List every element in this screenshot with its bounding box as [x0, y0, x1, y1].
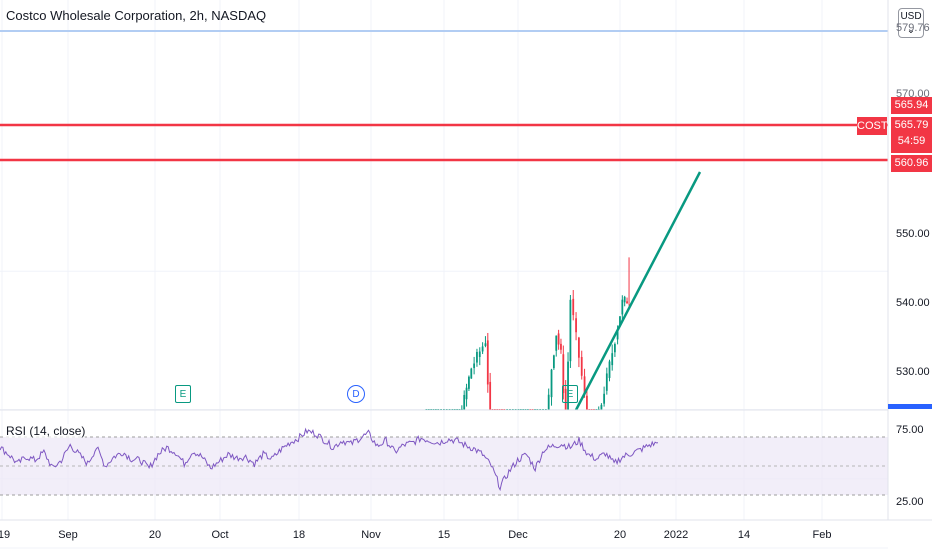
- time-tick: Sep: [58, 529, 78, 541]
- candle-body: [489, 381, 492, 410]
- candle-body: [562, 354, 565, 394]
- candle-body: [575, 318, 577, 333]
- candle-body: [572, 298, 575, 316]
- candle-body: [468, 376, 470, 389]
- candle-body: [560, 343, 562, 350]
- rsi-tick-75: 75.00: [896, 424, 924, 436]
- time-tick: 2022: [663, 529, 689, 541]
- candle-body: [484, 343, 487, 346]
- candle-body: [557, 333, 560, 345]
- candle-body: [555, 335, 558, 351]
- chevron-down-icon: ⌄: [906, 25, 916, 36]
- price-tick-530: 530.00: [896, 366, 930, 378]
- price-tick-top: 579.76: [896, 22, 930, 34]
- time-tick: 19: [0, 529, 11, 541]
- time-tick: Dec: [508, 529, 528, 541]
- candle-body: [473, 363, 476, 369]
- candle-body: [614, 344, 616, 353]
- candle-body: [626, 301, 628, 304]
- candle-body: [605, 373, 608, 391]
- time-tick: 20: [613, 529, 627, 541]
- candle-body: [623, 296, 626, 303]
- time-tick: 14: [737, 529, 751, 541]
- candle-body: [616, 329, 619, 340]
- trend-line: [574, 171, 702, 411]
- dividend-event-icon[interactable]: D: [347, 385, 365, 403]
- time-tick: 18: [292, 529, 306, 541]
- candle-body: [465, 387, 468, 400]
- time-tick: 20: [148, 529, 162, 541]
- time-tick: Nov: [361, 529, 381, 541]
- earnings-event-icon-2[interactable]: E: [562, 385, 578, 403]
- candles: [425, 257, 630, 410]
- countdown-value: 54:59: [897, 135, 926, 147]
- candle-body: [603, 393, 606, 404]
- earnings-event-icon[interactable]: E: [175, 385, 191, 403]
- rsi-line: [0, 427, 659, 492]
- candle-body: [583, 376, 586, 393]
- candle-body: [463, 394, 466, 410]
- candle-body: [611, 353, 614, 366]
- candle-body: [478, 351, 481, 358]
- chart-title: Costco Wholesale Corporation, 2h, NASDAQ: [6, 8, 267, 23]
- candle-body: [550, 369, 553, 398]
- candle-body: [476, 351, 478, 363]
- time-tick: 15: [437, 529, 451, 541]
- rsi-tick-25: 25.00: [896, 496, 924, 508]
- candle-body: [552, 355, 555, 369]
- candle-body: [600, 404, 603, 410]
- candle-body: [619, 316, 621, 327]
- candle-body: [577, 337, 580, 358]
- currency-button[interactable]: USD ⌄: [898, 8, 924, 38]
- candle-body: [470, 368, 473, 379]
- symbol-tag: COST: [857, 117, 888, 135]
- candle-body: [547, 394, 550, 410]
- low-price-tag: 560.96: [891, 155, 932, 172]
- candle-body: [486, 340, 489, 385]
- candle-body: [621, 299, 624, 315]
- time-tick: Feb: [812, 529, 832, 541]
- scale-overlap-bar: [888, 404, 932, 409]
- last-price-value: 565.79: [894, 119, 929, 131]
- candle-body: [580, 357, 583, 376]
- time-tick: Oct: [211, 529, 229, 541]
- currency-label: USD: [900, 11, 922, 22]
- candle-body: [608, 361, 611, 378]
- price-tick-540: 540.00: [896, 297, 930, 309]
- high-price-tag: 565.94: [891, 97, 932, 114]
- candle-body: [481, 346, 484, 352]
- price-tick-550: 550.00: [896, 228, 930, 240]
- rsi-legend[interactable]: RSI (14, close): [6, 424, 86, 438]
- candle-body: [569, 299, 572, 362]
- candle-body: [564, 388, 567, 410]
- last-price-tag: 565.79 54:59: [891, 117, 932, 153]
- candle-body: [586, 395, 588, 410]
